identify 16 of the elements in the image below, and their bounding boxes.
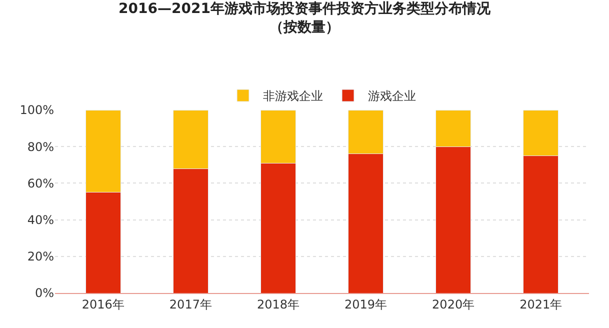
y-tick-label: 80% bbox=[27, 140, 54, 154]
y-tick-label: 40% bbox=[27, 213, 54, 227]
x-tick-label: 2018年 bbox=[256, 297, 300, 312]
x-tick-label: 2016年 bbox=[82, 297, 124, 312]
y-tick-label: 60% bbox=[27, 176, 54, 190]
x-tick-label: 2021年 bbox=[520, 297, 562, 312]
y-tick-label: 20% bbox=[27, 250, 54, 264]
x-tick-label: 2020年 bbox=[432, 297, 475, 312]
y-tick-label: 0% bbox=[34, 286, 54, 300]
chart-subtitle: （按数量） bbox=[270, 19, 340, 36]
legend-label: 游戏企业 bbox=[368, 89, 416, 104]
legend-label: 非游戏企业 bbox=[263, 89, 323, 104]
chart-title: 2016—2021年游戏市场投资事件投资方业务类型分布情况 bbox=[118, 0, 492, 18]
x-tick-label: 2019年 bbox=[344, 297, 388, 312]
x-tick-label: 2017年 bbox=[169, 297, 212, 312]
y-tick-label: 100% bbox=[20, 103, 54, 118]
